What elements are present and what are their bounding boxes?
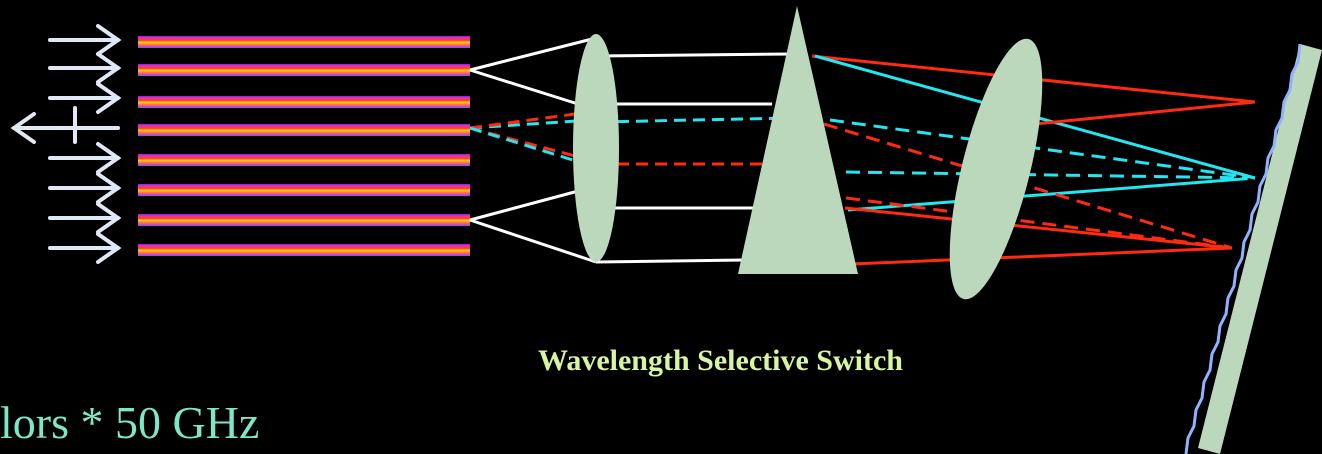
fiber [138,154,470,166]
arrow-right-icon [48,202,122,234]
arrow-right-icon [48,52,122,84]
fiber-array [138,36,470,256]
mirror-array-icon [1184,43,1322,454]
fiber [138,64,470,76]
arrow-right-icon [48,142,122,174]
dashed-beams-lens1 [469,110,791,168]
fiber [138,36,470,48]
fiber [138,124,470,136]
arrow-right-icon [48,172,122,204]
fiber [138,96,470,108]
channel-spacing-text: lors * 50 GHz [0,397,260,448]
fiber [138,184,470,196]
arrow-right-icon [48,82,122,114]
diagram-title: Wavelength Selective Switch [538,344,903,377]
fiber [138,214,470,226]
arrow-right-icon [48,232,122,264]
fiber [138,244,470,256]
input-arrows [10,24,122,264]
white-beams [469,36,791,264]
lens-2-icon [949,38,1043,300]
arrow-right-icon [48,24,122,56]
dashed-beams-lens2 [823,118,1256,250]
arrow-left-icon [10,112,120,144]
lens-1-icon [573,34,619,262]
prism-icon [738,6,858,274]
